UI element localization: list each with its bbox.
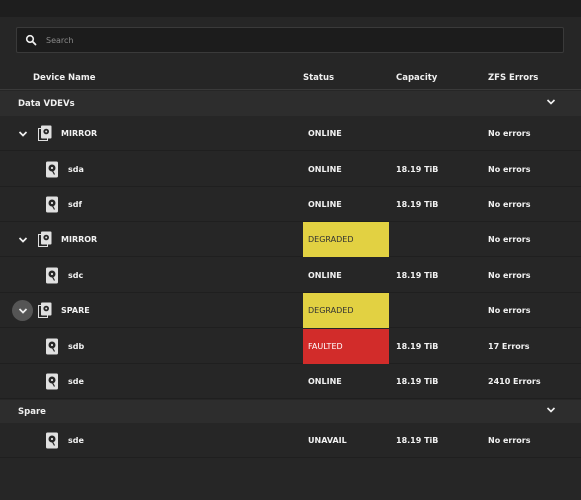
device-errors: No errors (488, 129, 531, 138)
device-name: sdf (68, 200, 82, 209)
hard-disk-icon (45, 338, 59, 355)
table-row[interactable]: MIRROR DEGRADED No errors (0, 222, 581, 257)
column-zfs-errors[interactable]: ZFS Errors (488, 73, 538, 83)
device-name: sda (68, 165, 84, 174)
device-name: sdc (68, 271, 83, 280)
section-label: Spare (18, 407, 46, 417)
table-row[interactable]: sda ONLINE 18.19 TiB No errors (0, 152, 581, 187)
expand-toggle[interactable] (12, 300, 33, 321)
column-device-name[interactable]: Device Name (33, 73, 96, 83)
chevron-down-icon (18, 235, 28, 245)
device-name: sde (68, 436, 84, 445)
hard-disk-icon (45, 196, 59, 213)
table-row[interactable]: MIRROR ONLINE No errors (0, 116, 581, 151)
table-row[interactable]: sde ONLINE 18.19 TiB 2410 Errors (0, 364, 581, 399)
chevron-down-icon[interactable] (546, 405, 556, 415)
device-capacity: 18.19 TiB (396, 342, 438, 351)
device-name: sdb (68, 342, 84, 351)
device-errors: No errors (488, 271, 531, 280)
device-capacity: 18.19 TiB (396, 377, 438, 386)
device-status: ONLINE (308, 129, 342, 138)
chevron-down-icon (18, 306, 28, 316)
hard-disk-icon (45, 161, 59, 178)
device-status: DEGRADED (308, 306, 354, 315)
device-status: DEGRADED (308, 235, 354, 244)
device-name: SPARE (61, 306, 90, 315)
hard-disk-icon (45, 432, 59, 449)
column-capacity[interactable]: Capacity (396, 73, 437, 83)
column-status[interactable]: Status (303, 73, 334, 83)
section-spare[interactable]: Spare (0, 400, 581, 423)
device-name: MIRROR (61, 235, 97, 244)
device-status: ONLINE (308, 165, 342, 174)
table-row[interactable]: sdc ONLINE 18.19 TiB No errors (0, 258, 581, 293)
expand-toggle[interactable] (12, 123, 33, 144)
table-row[interactable]: sde UNAVAIL 18.19 TiB No errors (0, 423, 581, 458)
device-status: ONLINE (308, 377, 342, 386)
search-box[interactable] (16, 27, 564, 53)
table-header: Device Name Status Capacity ZFS Errors (0, 65, 581, 90)
device-name: sde (68, 377, 84, 386)
device-errors: No errors (488, 165, 531, 174)
table-row[interactable]: sdf ONLINE 18.19 TiB No errors (0, 187, 581, 222)
hard-disk-icon (45, 373, 59, 390)
section-data-vdevs[interactable]: Data VDEVs (0, 91, 581, 116)
device-capacity: 18.19 TiB (396, 436, 438, 445)
expand-toggle[interactable] (12, 229, 33, 250)
device-errors: No errors (488, 306, 531, 315)
device-status: FAULTED (308, 342, 343, 351)
device-name: MIRROR (61, 129, 97, 138)
device-status: UNAVAIL (308, 436, 347, 445)
device-errors: No errors (488, 235, 531, 244)
search-icon (25, 34, 37, 46)
device-errors: No errors (488, 436, 531, 445)
device-errors: 17 Errors (488, 342, 529, 351)
device-errors: 2410 Errors (488, 377, 541, 386)
vdev-disks-icon (38, 125, 52, 142)
chevron-down-icon (18, 129, 28, 139)
table-row[interactable]: SPARE DEGRADED No errors (0, 293, 581, 328)
table-row[interactable]: sdb FAULTED 18.19 TiB 17 Errors (0, 329, 581, 364)
hard-disk-icon (45, 267, 59, 284)
search-input[interactable] (46, 36, 536, 45)
device-capacity: 18.19 TiB (396, 165, 438, 174)
vdev-disks-icon (38, 231, 52, 248)
device-status: ONLINE (308, 271, 342, 280)
device-status: ONLINE (308, 200, 342, 209)
devices-panel: Device Name Status Capacity ZFS Errors D… (0, 17, 581, 500)
device-capacity: 18.19 TiB (396, 271, 438, 280)
chevron-down-icon[interactable] (546, 97, 556, 107)
device-capacity: 18.19 TiB (396, 200, 438, 209)
vdev-disks-icon (38, 302, 52, 319)
device-errors: No errors (488, 200, 531, 209)
section-label: Data VDEVs (18, 99, 75, 109)
